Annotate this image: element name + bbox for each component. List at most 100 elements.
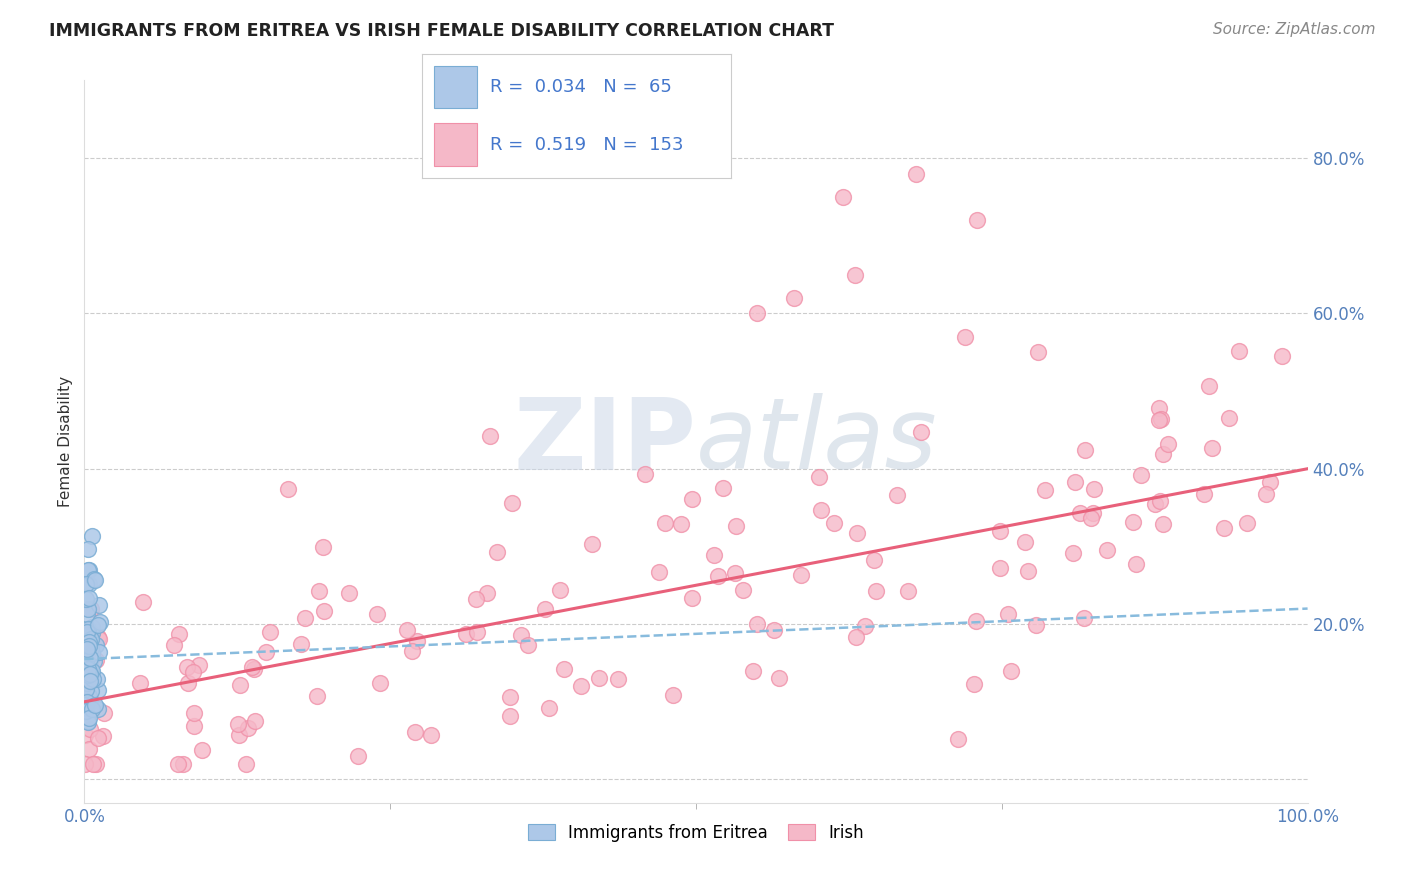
Point	[534, 602, 557, 616]
Point	[87, 702, 110, 716]
Point	[77, 577, 100, 591]
Point	[80, 646, 103, 660]
Point	[1017, 564, 1039, 578]
Text: ZIP: ZIP	[513, 393, 696, 490]
Point	[82, 672, 104, 686]
Point	[747, 306, 769, 320]
Point	[82, 756, 104, 771]
Point	[76, 658, 98, 673]
Point	[76, 704, 98, 718]
Point	[948, 731, 970, 746]
Point	[79, 668, 101, 682]
Point	[731, 582, 754, 597]
Point	[312, 604, 335, 618]
Point	[548, 582, 571, 597]
Point	[79, 662, 101, 676]
Point	[89, 598, 111, 612]
Point	[308, 583, 330, 598]
Point	[845, 630, 868, 644]
Point	[419, 728, 441, 742]
Point	[80, 702, 103, 716]
Point	[76, 668, 98, 682]
Point	[235, 756, 257, 771]
Point	[963, 677, 986, 691]
Point	[763, 624, 786, 638]
Point	[634, 467, 657, 481]
Point	[77, 711, 100, 725]
Point	[79, 666, 101, 681]
Point	[245, 714, 267, 728]
Point	[229, 678, 252, 692]
Point	[80, 662, 103, 676]
Point	[80, 620, 103, 634]
Point	[783, 291, 806, 305]
Point	[79, 695, 101, 709]
Point	[87, 630, 110, 644]
Point	[75, 682, 97, 697]
Point	[1081, 506, 1104, 520]
Point	[89, 615, 111, 629]
Point	[77, 628, 100, 642]
Point	[853, 619, 876, 633]
Point	[84, 698, 107, 712]
Point	[132, 595, 155, 609]
Point	[294, 611, 316, 625]
Point	[77, 541, 100, 556]
Point	[167, 626, 190, 640]
Point	[79, 637, 101, 651]
Point	[307, 690, 329, 704]
Point	[84, 756, 107, 771]
Point	[485, 545, 508, 559]
Point	[77, 652, 100, 666]
Point	[77, 639, 100, 653]
Point	[516, 638, 538, 652]
Point	[725, 518, 748, 533]
Point	[1083, 482, 1105, 496]
Point	[1236, 516, 1258, 530]
Point	[80, 664, 103, 678]
Point	[80, 626, 103, 640]
Point	[277, 482, 299, 496]
Y-axis label: Female Disability: Female Disability	[58, 376, 73, 508]
Point	[537, 701, 560, 715]
Point	[236, 721, 259, 735]
Point	[953, 329, 976, 343]
Point	[862, 553, 884, 567]
Text: R =  0.519   N =  153: R = 0.519 N = 153	[489, 136, 683, 153]
Point	[76, 628, 98, 642]
Point	[183, 706, 205, 720]
Point	[128, 676, 150, 690]
Point	[86, 617, 108, 632]
Point	[790, 568, 813, 582]
Point	[768, 671, 790, 685]
Point	[79, 651, 101, 665]
Point	[404, 725, 426, 739]
Point	[79, 722, 101, 736]
Point	[368, 675, 391, 690]
Point	[703, 548, 725, 562]
Point	[588, 671, 610, 685]
Point	[1201, 442, 1223, 456]
Point	[1062, 546, 1084, 560]
Point	[844, 268, 866, 282]
Point	[77, 658, 100, 673]
Point	[177, 676, 200, 690]
Point	[80, 641, 103, 656]
Point	[1147, 413, 1170, 427]
Point	[501, 496, 523, 510]
Point	[93, 706, 115, 720]
Point	[905, 167, 928, 181]
Point	[648, 565, 671, 579]
Point	[79, 601, 101, 615]
Point	[86, 682, 108, 697]
Point	[553, 662, 575, 676]
Point	[499, 690, 522, 705]
Point	[831, 190, 853, 204]
Point	[823, 516, 845, 531]
Point	[897, 584, 920, 599]
Point	[240, 660, 263, 674]
Point	[988, 560, 1011, 574]
Point	[1125, 557, 1147, 571]
Point	[339, 586, 361, 600]
Point	[75, 591, 97, 606]
